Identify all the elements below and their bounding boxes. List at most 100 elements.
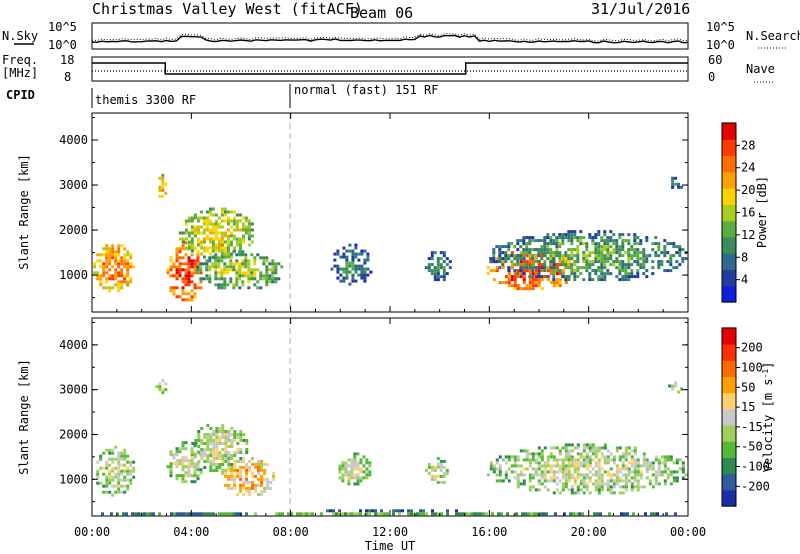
heatmap-cell [341, 461, 345, 465]
heatmap-cell [618, 251, 622, 255]
heatmap-cell [105, 286, 109, 290]
heatmap-cell [359, 467, 363, 471]
heatmap-cell [232, 234, 236, 238]
heatmap-cell [528, 239, 532, 243]
heatmap-cell [657, 263, 661, 267]
heatmap-cell [609, 239, 613, 243]
heatmap-cell [114, 445, 118, 449]
heatmap-cell [439, 257, 443, 261]
heatmap-cell [235, 253, 239, 257]
heatmap-cell [233, 454, 237, 457]
heatmap-cell [552, 455, 556, 459]
heatmap-cell [675, 458, 679, 462]
heatmap-cell [275, 512, 278, 516]
heatmap-cell [362, 470, 366, 474]
heatmap-cell [122, 512, 125, 516]
heatmap-cell [366, 252, 370, 256]
heatmap-cell [208, 219, 212, 223]
heatmap-cell [194, 442, 198, 445]
heatmap-cell [633, 470, 637, 474]
heatmap-cell [609, 236, 613, 240]
heatmap-cell [350, 458, 354, 462]
heatmap-cell [238, 243, 242, 247]
heatmap-cell [265, 277, 269, 281]
heatmap-cell [197, 433, 201, 436]
heatmap-cell [433, 266, 437, 270]
heatmap-cell [597, 248, 601, 252]
heatmap-cell [272, 477, 276, 481]
heatmap-cell [671, 384, 675, 388]
heatmap-cell [445, 272, 449, 276]
heatmap-cell [214, 283, 218, 287]
heatmap-cell [591, 269, 595, 273]
heatmap-cell [436, 257, 440, 261]
heatmap-cell [227, 451, 231, 454]
heatmap-cell [624, 275, 628, 279]
heatmap-cell [540, 251, 544, 255]
heatmap-cell [576, 491, 580, 495]
heatmap-cell [114, 475, 118, 479]
heatmap-cell [606, 260, 610, 264]
colorbar-segment [722, 285, 736, 303]
heatmap-cell [549, 242, 553, 246]
cpid-label: CPID [6, 88, 35, 102]
heatmap-cell [191, 451, 195, 454]
heatmap-cell [657, 482, 661, 486]
heatmap-cell [585, 266, 589, 270]
heatmap-cell [233, 480, 237, 484]
heatmap-cell [630, 254, 634, 258]
heatmap-cell [239, 468, 243, 472]
heatmap-cell [172, 462, 176, 466]
heatmap-cell [540, 449, 544, 453]
heatmap-cell [524, 512, 527, 516]
heatmap-cell [531, 476, 535, 480]
heatmap-cell [501, 263, 505, 267]
heatmap-cell [108, 289, 112, 293]
heatmap-cell [117, 280, 121, 284]
heatmap-cell [178, 447, 182, 451]
heatmap-cell [510, 263, 514, 267]
heatmap-cell [224, 439, 228, 442]
heatmap-cell [597, 473, 601, 477]
heatmap-cell [627, 272, 631, 276]
heatmap-cell [274, 271, 278, 275]
heatmap-cell [241, 228, 245, 232]
heatmap-cell [235, 259, 239, 263]
heatmap-cell [657, 245, 661, 249]
heatmap-cell [187, 459, 191, 463]
heatmap-cell [561, 260, 565, 264]
heatmap-cell [176, 512, 179, 516]
heatmap-cell [612, 233, 616, 237]
heatmap-cell [99, 457, 103, 461]
heatmap-cell [241, 274, 245, 278]
heatmap-cell [260, 468, 264, 472]
heatmap-cell [585, 257, 589, 261]
heatmap-cell [519, 251, 523, 255]
heatmap-cell [184, 459, 188, 463]
heatmap-cell [633, 275, 637, 279]
heatmap-cell [576, 473, 580, 477]
heatmap-cell [226, 243, 230, 247]
heatmap-cell [507, 275, 511, 279]
heatmap-cell [681, 248, 685, 252]
heatmap-cell [221, 424, 225, 427]
heatmap-cell [576, 446, 580, 450]
heatmap-cell [654, 482, 658, 486]
heatmap-cell [353, 461, 357, 465]
heatmap-cell [224, 471, 228, 475]
heatmap-cell [675, 461, 679, 465]
heatmap-cell [239, 430, 243, 433]
heatmap-cell [262, 256, 266, 260]
heatmap-cell [96, 481, 100, 485]
heatmap-cell [348, 249, 352, 253]
heatmap-cell [600, 473, 604, 477]
heatmap-cell [570, 236, 574, 240]
heatmap-cell [268, 280, 272, 284]
heatmap-cell [513, 278, 517, 282]
heatmap-cell [200, 442, 204, 445]
heatmap-cell [193, 225, 197, 229]
heatmap-cell [209, 439, 213, 442]
heatmap-cell [259, 286, 263, 290]
heatmap-cell [227, 463, 231, 466]
heatmap-cell [654, 251, 658, 255]
